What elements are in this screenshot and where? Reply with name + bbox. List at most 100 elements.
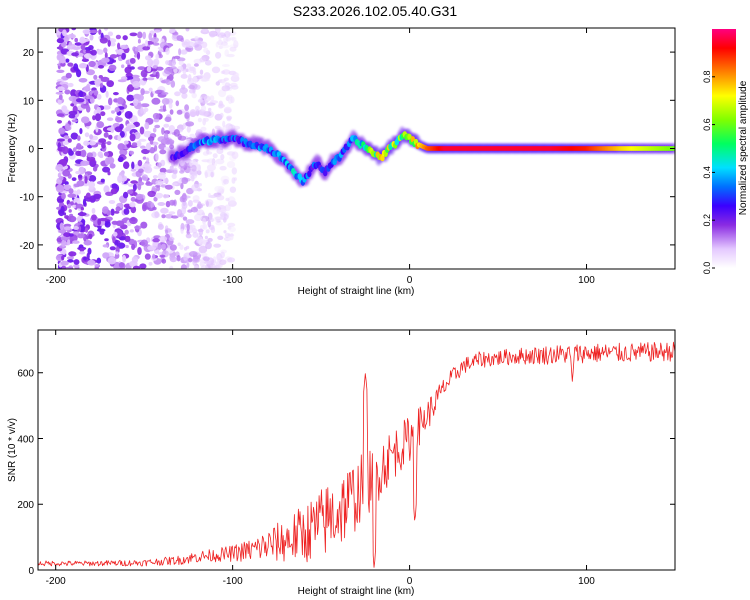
noise-blob: [158, 235, 168, 243]
noise-blob: [169, 255, 176, 260]
noise-blob: [144, 39, 149, 47]
noise-blob: [174, 91, 181, 97]
noise-blob: [154, 29, 161, 33]
noise-blob: [157, 202, 166, 206]
noise-blob: [201, 159, 210, 163]
noise-blob: [134, 131, 141, 140]
noise-blob: [103, 47, 108, 54]
noise-blob: [115, 220, 125, 227]
noise-blob: [61, 240, 66, 247]
noise-blob: [220, 154, 225, 160]
noise-blob: [211, 266, 217, 269]
noise-blob: [191, 164, 197, 172]
noise-blob: [215, 158, 225, 165]
noise-blob: [169, 109, 174, 115]
noise-blob: [223, 77, 229, 82]
noise-blob: [129, 150, 135, 155]
noise-blob: [168, 237, 175, 241]
noise-blob: [142, 77, 148, 81]
noise-blob: [84, 227, 89, 233]
noise-blob: [161, 214, 166, 219]
noise-blob: [66, 256, 74, 260]
ridge-mark: [307, 170, 312, 178]
noise-blob: [151, 97, 161, 105]
noise-blob: [191, 183, 201, 192]
noise-blob: [186, 187, 194, 195]
noise-blob: [128, 124, 136, 129]
noise-blob: [146, 157, 150, 163]
noise-blob: [186, 125, 191, 133]
noise-blob: [86, 156, 96, 162]
noise-blob: [73, 63, 79, 71]
noise-blob: [161, 127, 165, 135]
noise-blob: [233, 72, 239, 79]
noise-blob: [67, 259, 74, 263]
noise-blob: [120, 44, 129, 50]
noise-blob: [225, 82, 231, 88]
noise-blob: [100, 111, 106, 117]
noise-blob: [164, 116, 172, 123]
colorbar-tick-label: 0.4: [702, 166, 712, 179]
noise-blob: [106, 117, 114, 121]
noise-blob: [104, 52, 108, 59]
y-tick-label: 400: [17, 434, 34, 445]
noise-blob: [83, 53, 89, 58]
noise-blob: [215, 81, 220, 86]
noise-blob: [207, 237, 213, 242]
noise-blob: [207, 219, 212, 228]
noise-blob: [217, 235, 224, 240]
noise-blob: [145, 55, 152, 61]
noise-blob: [71, 177, 77, 182]
spectrogram-y-label: Frequency (Hz): [7, 114, 18, 183]
noise-blob: [164, 67, 173, 75]
noise-blob: [193, 76, 198, 83]
noise-blob: [169, 28, 176, 33]
noise-blob: [137, 38, 141, 44]
noise-blob: [115, 206, 121, 212]
noise-blob: [229, 186, 237, 193]
noise-blob: [233, 40, 239, 49]
x-tick-label: 100: [578, 275, 595, 286]
noise-blob: [118, 262, 125, 268]
spectrogram-ridge-layer: [167, 126, 675, 188]
noise-blob: [109, 42, 116, 47]
noise-blob: [221, 64, 230, 67]
noise-blob: [138, 168, 144, 174]
noise-blob: [155, 192, 164, 199]
noise-blob: [155, 184, 161, 188]
noise-blob: [152, 238, 160, 243]
noise-blob: [204, 260, 214, 265]
noise-blob: [78, 90, 84, 97]
noise-blob: [72, 147, 77, 153]
noise-blob: [161, 98, 170, 105]
noise-blob: [60, 236, 67, 242]
noise-blob: [159, 167, 167, 173]
noise-blob: [117, 42, 121, 50]
noise-blob: [198, 228, 204, 236]
noise-blob: [106, 156, 115, 165]
colorbar: 0.0 0.2 0.4 0.6 0.8 Normalized spectral ampl…: [702, 29, 749, 274]
noise-blob: [182, 192, 187, 200]
noise-blob: [119, 123, 124, 130]
noise-blob: [165, 184, 173, 190]
noise-blob: [194, 213, 203, 222]
noise-blob: [171, 215, 179, 219]
noise-blob: [161, 243, 166, 250]
noise-blob: [67, 193, 77, 198]
noise-blob: [108, 200, 116, 204]
noise-blob: [174, 189, 181, 195]
noise-blob: [73, 264, 80, 268]
noise-blob: [185, 41, 195, 49]
noise-blob: [205, 200, 209, 207]
noise-blob: [207, 192, 211, 198]
noise-blob: [204, 199, 214, 206]
noise-blob: [68, 41, 73, 46]
noise-blob: [182, 216, 188, 221]
noise-blob: [60, 260, 69, 266]
noise-blob: [153, 196, 158, 202]
noise-blob: [197, 99, 204, 103]
noise-blob: [127, 189, 134, 195]
noise-blob: [111, 183, 118, 190]
noise-blob: [62, 29, 67, 37]
noise-blob: [184, 104, 190, 112]
